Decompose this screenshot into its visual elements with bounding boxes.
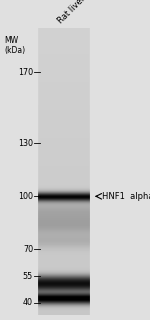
- Text: Rat liver: Rat liver: [56, 0, 87, 25]
- Text: HNF1  alpha: HNF1 alpha: [102, 192, 150, 201]
- Text: 55: 55: [23, 272, 33, 281]
- Bar: [38, 28, 90, 315]
- Text: 70: 70: [23, 245, 33, 254]
- Text: 170: 170: [18, 68, 33, 77]
- Text: 40: 40: [23, 298, 33, 307]
- Text: 130: 130: [18, 139, 33, 148]
- Text: MW
(kDa): MW (kDa): [4, 36, 25, 55]
- Text: 100: 100: [18, 192, 33, 201]
